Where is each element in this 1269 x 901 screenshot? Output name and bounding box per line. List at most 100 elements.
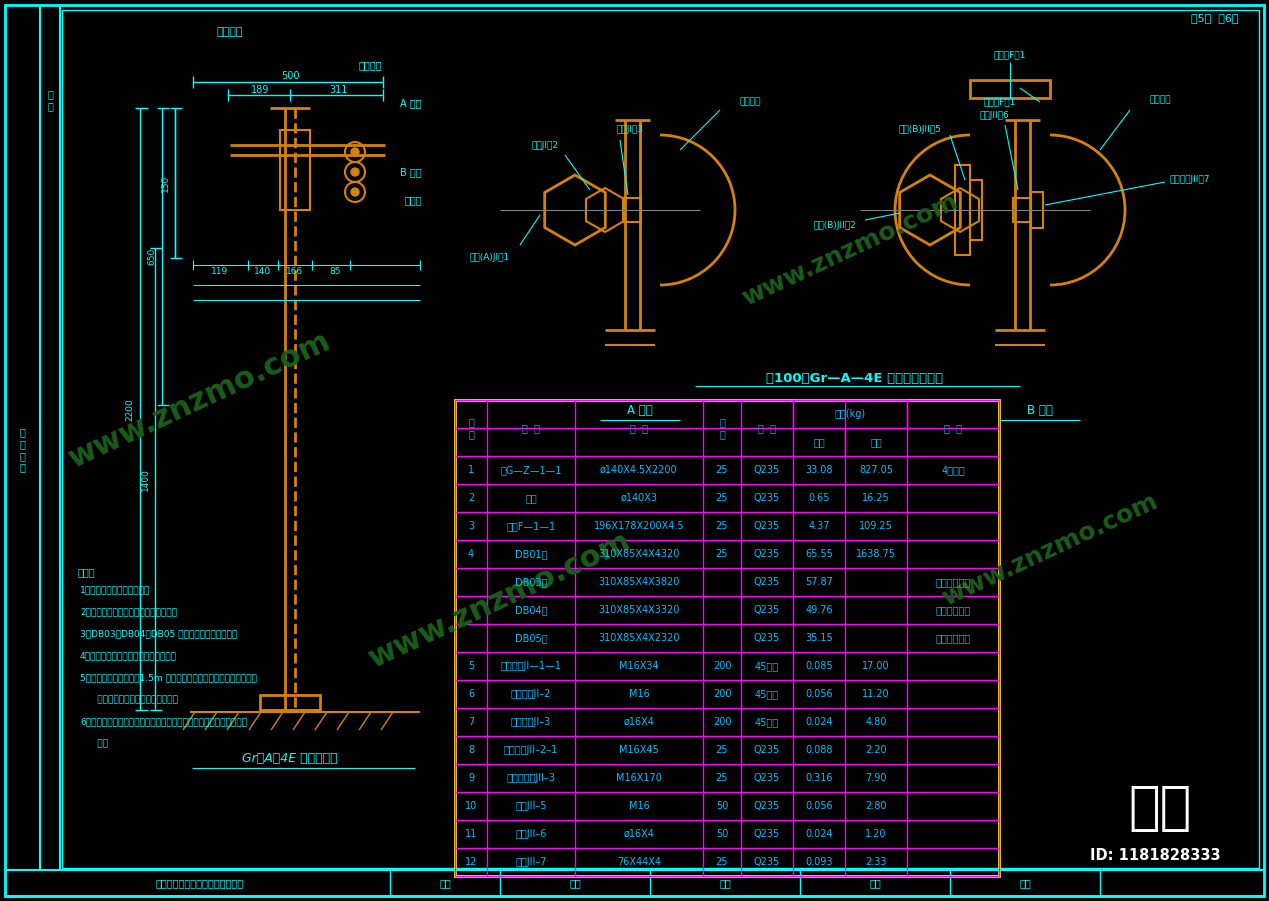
Text: 11.20: 11.20 (862, 689, 890, 699)
Text: 核对: 核对 (720, 878, 731, 888)
Text: www.znzmo.com: www.znzmo.com (739, 189, 962, 311)
Text: 200: 200 (713, 689, 731, 699)
Text: 50: 50 (716, 801, 728, 811)
Text: 189: 189 (251, 85, 269, 95)
Text: Q235: Q235 (754, 493, 780, 503)
Text: 3．DB03、DB04、DB05 板用于调节护栏长度用。: 3．DB03、DB04、DB05 板用于调节护栏长度用。 (80, 630, 237, 639)
Text: 6、本图适用于路基外侧非封墙处路侧护栏的设置，详见护栏设置一览: 6、本图适用于路基外侧非封墙处路侧护栏的设置，详见护栏设置一览 (80, 717, 247, 726)
Text: M16X34: M16X34 (619, 661, 659, 671)
Text: 知末: 知末 (1128, 782, 1192, 834)
Text: 螺栓垫片JII－7: 螺栓垫片JII－7 (1170, 176, 1211, 185)
Text: 栅头: 栅头 (525, 493, 537, 503)
Text: 每100米Gr—A—4E 护栏材料数量表: 每100米Gr—A—4E 护栏材料数量表 (766, 371, 944, 385)
Text: 单
位: 单 位 (47, 89, 53, 111)
Text: 57.87: 57.87 (805, 577, 832, 587)
Text: www.znzmo.com: www.znzmo.com (364, 526, 636, 674)
Bar (1030, 192, 1043, 228)
Text: 200: 200 (713, 717, 731, 727)
Text: DB04板: DB04板 (515, 605, 547, 615)
Text: M16X45: M16X45 (619, 745, 659, 755)
Bar (260, 695, 320, 710)
Text: Q235: Q235 (754, 633, 780, 643)
Text: www.znzmo.com: www.znzmo.com (938, 489, 1162, 611)
Text: 附注：: 附注： (77, 567, 95, 577)
Text: 审核: 审核 (869, 878, 881, 888)
Text: 螺栓(B)JII－5: 螺栓(B)JII－5 (898, 125, 942, 134)
Text: 单件: 单件 (813, 437, 825, 447)
Circle shape (352, 188, 359, 196)
Text: Q235: Q235 (754, 549, 780, 559)
Text: 波形梁板: 波形梁板 (1150, 96, 1171, 105)
Text: 合计: 合计 (871, 437, 882, 447)
Text: ø140X4.5X2200: ø140X4.5X2200 (600, 465, 678, 475)
Text: DB03板: DB03板 (515, 577, 547, 587)
Text: 25: 25 (716, 521, 728, 531)
Text: DB05板: DB05板 (515, 633, 547, 643)
Text: 螺栓(B)JII－2: 螺栓(B)JII－2 (813, 221, 857, 230)
Text: 310X85X4X3320: 310X85X4X3320 (598, 605, 680, 615)
Text: 25: 25 (716, 857, 728, 867)
Text: A 节点: A 节点 (400, 98, 421, 108)
Text: 140: 140 (255, 268, 272, 277)
Text: 螺栓(A)JI－1: 螺栓(A)JI－1 (470, 253, 510, 262)
Text: 0.093: 0.093 (806, 857, 832, 867)
Text: 2.20: 2.20 (865, 745, 887, 755)
Text: A 节点: A 节点 (627, 404, 652, 416)
Text: Q235: Q235 (754, 829, 780, 839)
Text: 垫圈JII－6: 垫圈JII－6 (980, 111, 1010, 120)
Text: 0.65: 0.65 (808, 493, 830, 503)
Text: B 节点: B 节点 (1027, 404, 1053, 416)
Text: 2.80: 2.80 (865, 801, 887, 811)
Text: 7: 7 (468, 717, 475, 727)
Text: 35.15: 35.15 (805, 633, 832, 643)
Text: 16.25: 16.25 (862, 493, 890, 503)
Text: 调节护栏长度: 调节护栏长度 (935, 633, 971, 643)
Text: 4、所有钢构件均应进行热浸镀锌处理。: 4、所有钢构件均应进行热浸镀锌处理。 (80, 651, 176, 660)
Text: 图
纸
目
录: 图 纸 目 录 (19, 428, 25, 472)
Text: 设计: 设计 (439, 878, 450, 888)
Text: Q235: Q235 (754, 577, 780, 587)
Text: 310X85X4X3820: 310X85X4X3820 (598, 577, 680, 587)
Circle shape (352, 148, 359, 156)
Text: 1: 1 (468, 465, 475, 475)
Text: 机动车道: 机动车道 (358, 60, 382, 70)
Text: 第5页  第6页: 第5页 第6页 (1192, 13, 1239, 23)
Text: 拼接平垃JI–3: 拼接平垃JI–3 (511, 717, 551, 727)
Text: ID: 1181828333: ID: 1181828333 (1090, 848, 1221, 862)
Text: 杯G—Z—1—1: 杯G—Z—1—1 (500, 465, 562, 475)
Text: 1400: 1400 (141, 469, 150, 491)
Text: 0.024: 0.024 (806, 717, 832, 727)
Bar (1013, 198, 1030, 222)
Text: 备  注: 备 注 (944, 423, 962, 433)
Text: 45号钉: 45号钉 (755, 661, 779, 671)
Text: 模板JII–7: 模板JII–7 (515, 857, 547, 867)
Text: Q235: Q235 (754, 745, 780, 755)
Text: 109.25: 109.25 (859, 521, 893, 531)
Text: 垫圈JI－3: 垫圈JI－3 (617, 125, 643, 134)
Text: 45号钉: 45号钉 (755, 717, 779, 727)
Text: 17.00: 17.00 (862, 661, 890, 671)
Text: 波形梁板: 波形梁板 (740, 97, 760, 106)
Text: 25: 25 (716, 493, 728, 503)
Circle shape (352, 168, 359, 176)
Text: 六角头螺母JII–3: 六角头螺母JII–3 (506, 773, 556, 783)
Text: 25: 25 (716, 549, 728, 559)
Text: 4.80: 4.80 (865, 717, 887, 727)
Text: ø16X4: ø16X4 (623, 829, 655, 839)
Text: 196X178X200X4.5: 196X178X200X4.5 (594, 521, 684, 531)
Text: 0.056: 0.056 (806, 801, 832, 811)
Text: 9: 9 (468, 773, 475, 783)
Text: Q235: Q235 (754, 801, 780, 811)
Text: 11: 11 (464, 829, 477, 839)
Text: 310X85X4X4320: 310X85X4X4320 (598, 549, 680, 559)
Text: 2200: 2200 (126, 398, 135, 422)
Text: 7.90: 7.90 (865, 773, 887, 783)
Text: 名  称: 名 称 (522, 423, 541, 433)
Text: 2.33: 2.33 (865, 857, 887, 867)
Text: 规  格: 规 格 (629, 423, 648, 433)
Text: 76X44X4: 76X44X4 (617, 857, 661, 867)
Text: 3: 3 (468, 521, 475, 531)
Text: 12: 12 (464, 857, 477, 867)
Text: 材  料: 材 料 (758, 423, 777, 433)
Text: 0.088: 0.088 (806, 745, 832, 755)
